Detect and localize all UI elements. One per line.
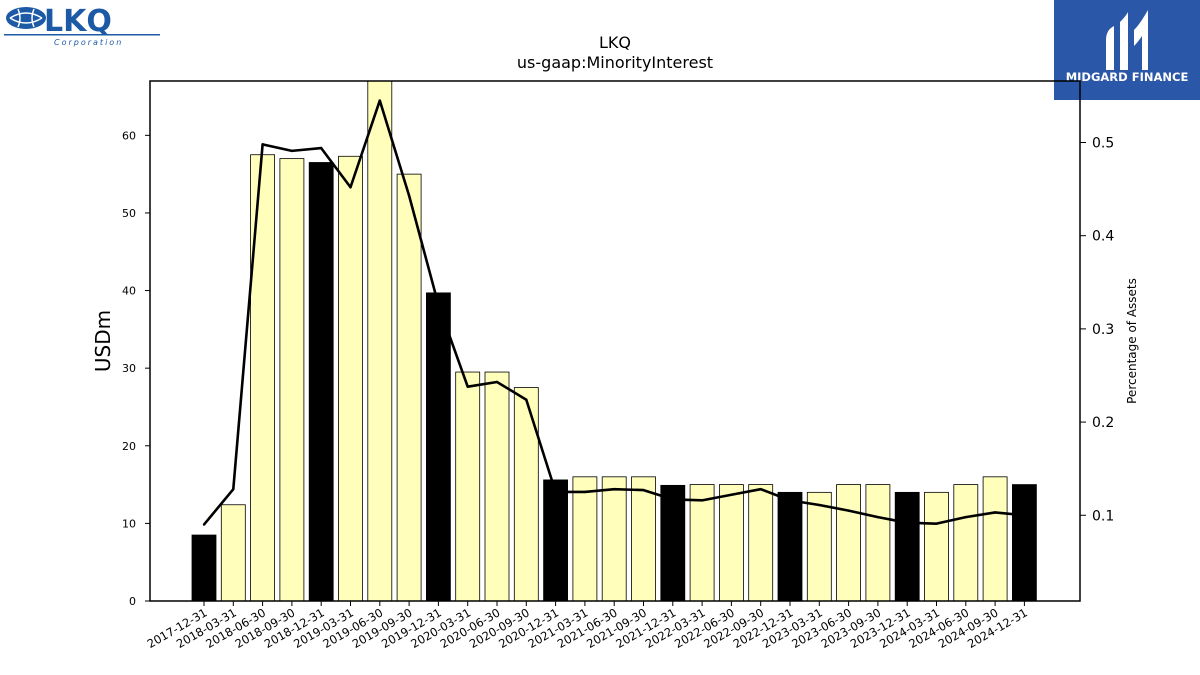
- y-tick-label: 20: [122, 440, 136, 453]
- bar-2023-03-31: [806, 491, 832, 602]
- line-point-2020-09-30: [525, 398, 528, 401]
- bar-2021-12-31: [660, 484, 686, 602]
- y2-tick-label: 0.1: [1092, 508, 1114, 524]
- line-point-2020-03-31: [466, 385, 469, 388]
- lkq-logo: LKQ Corporation: [4, 4, 160, 47]
- y-tick-label: 50: [122, 207, 136, 220]
- bar-2022-03-31: [689, 484, 715, 602]
- line-point-2022-06-30: [730, 493, 733, 496]
- line-point-2020-12-31: [554, 490, 557, 494]
- bar-2022-09-30: [748, 484, 774, 602]
- line-point-2024-06-30: [964, 515, 967, 519]
- midgard-finance-logo: MIDGARD FINANCE: [1054, 0, 1200, 100]
- y-tick-label: 0: [129, 595, 136, 608]
- midgard-logo-text: MIDGARD FINANCE: [1066, 70, 1189, 84]
- bar-2020-12-31: [543, 479, 568, 602]
- bars-group: [191, 80, 1037, 602]
- bar-2020-03-31: [455, 371, 481, 602]
- line-point-2022-09-30: [759, 487, 762, 491]
- chart-title: LKQ: [599, 33, 631, 52]
- y-axis-right: 0.1 0.2 0.3 0.4 0.5: [1080, 136, 1114, 524]
- y2-tick-label: 0.5: [1092, 136, 1114, 152]
- line-point-2021-09-30: [642, 488, 645, 492]
- bar-2024-12-31: [1012, 484, 1037, 602]
- chart-subtitle: us-gaap:MinorityInterest: [517, 53, 713, 72]
- line-point-2020-06-30: [495, 380, 499, 384]
- y-tick-label: 30: [122, 362, 136, 375]
- line-point-2019-06-30: [378, 99, 381, 102]
- lkq-globe-icon: [6, 7, 46, 29]
- bar-2018-06-30: [250, 154, 276, 602]
- line-point-2018-09-30: [290, 149, 294, 153]
- y-tick-label: 10: [122, 517, 136, 530]
- line-point-2021-12-31: [671, 498, 674, 501]
- y2-tick-label: 0.3: [1092, 322, 1114, 338]
- line-point-2024-09-30: [993, 511, 997, 514]
- y-tick-label: 60: [122, 129, 136, 142]
- y-tick-label: 40: [122, 285, 136, 298]
- bar-2019-09-30: [396, 173, 422, 602]
- bar-2019-03-31: [338, 155, 363, 602]
- bar-2023-06-30: [836, 484, 861, 602]
- bar-2020-06-30: [484, 371, 510, 602]
- plot-frame: [149, 80, 1081, 602]
- line-point-2022-12-31: [788, 499, 792, 502]
- bar-2021-09-30: [631, 476, 656, 602]
- midgard-m-icon: [1106, 10, 1148, 70]
- bar-2023-09-30: [865, 484, 891, 602]
- line-point-2018-12-31: [320, 146, 323, 150]
- line-point-2023-12-31: [906, 521, 909, 524]
- bar-2023-12-31: [894, 491, 920, 602]
- bar-2018-09-30: [279, 158, 305, 602]
- line-point-2022-03-31: [700, 499, 704, 502]
- bar-2020-09-30: [513, 387, 539, 602]
- bar-2024-03-31: [924, 491, 949, 602]
- bar-2018-03-31: [220, 504, 246, 602]
- y2-tick-label: 0.4: [1092, 229, 1114, 245]
- line-point-2021-03-31: [583, 490, 587, 494]
- line-point-2023-03-31: [818, 503, 821, 507]
- line-point-2024-03-31: [935, 522, 938, 525]
- line-point-2019-12-31: [437, 303, 440, 306]
- line-point-2023-06-30: [847, 509, 850, 512]
- bar-2019-06-30: [367, 80, 393, 602]
- line-point-2023-09-30: [876, 515, 880, 519]
- line-point-2021-06-30: [613, 487, 616, 491]
- bar-2024-06-30: [953, 484, 979, 602]
- lkq-logo-subtext: Corporation: [54, 38, 123, 47]
- line-point-2019-03-31: [349, 186, 352, 189]
- line-layer: [202, 99, 1026, 526]
- line-point-2019-09-30: [407, 194, 411, 197]
- y-axis-left: 0 10 20 30 40 50 60: [122, 129, 150, 608]
- bar-2017-12-31: [191, 534, 217, 602]
- line-point-2017-12-31: [202, 523, 206, 526]
- bar-2021-06-30: [601, 476, 627, 602]
- bar-2022-06-30: [719, 484, 744, 602]
- bar-2019-12-31: [425, 292, 451, 602]
- bar-2022-12-31: [777, 491, 803, 602]
- y2-axis-label: Percentage of Assets: [1125, 278, 1139, 404]
- y2-tick-label: 0.2: [1092, 415, 1114, 431]
- lkq-logo-letters: LKQ: [44, 4, 112, 39]
- line-point-2018-03-31: [232, 487, 235, 491]
- bar-2024-09-30: [982, 476, 1008, 602]
- y-axis-label: USDm: [91, 310, 115, 372]
- x-axis: 2017-12-312018-03-312018-06-302018-09-30…: [145, 601, 1030, 651]
- line-point-2018-06-30: [261, 143, 264, 146]
- line-point-2024-12-31: [1023, 514, 1026, 517]
- bar-2021-03-31: [572, 476, 598, 602]
- bar-2018-12-31: [308, 162, 334, 602]
